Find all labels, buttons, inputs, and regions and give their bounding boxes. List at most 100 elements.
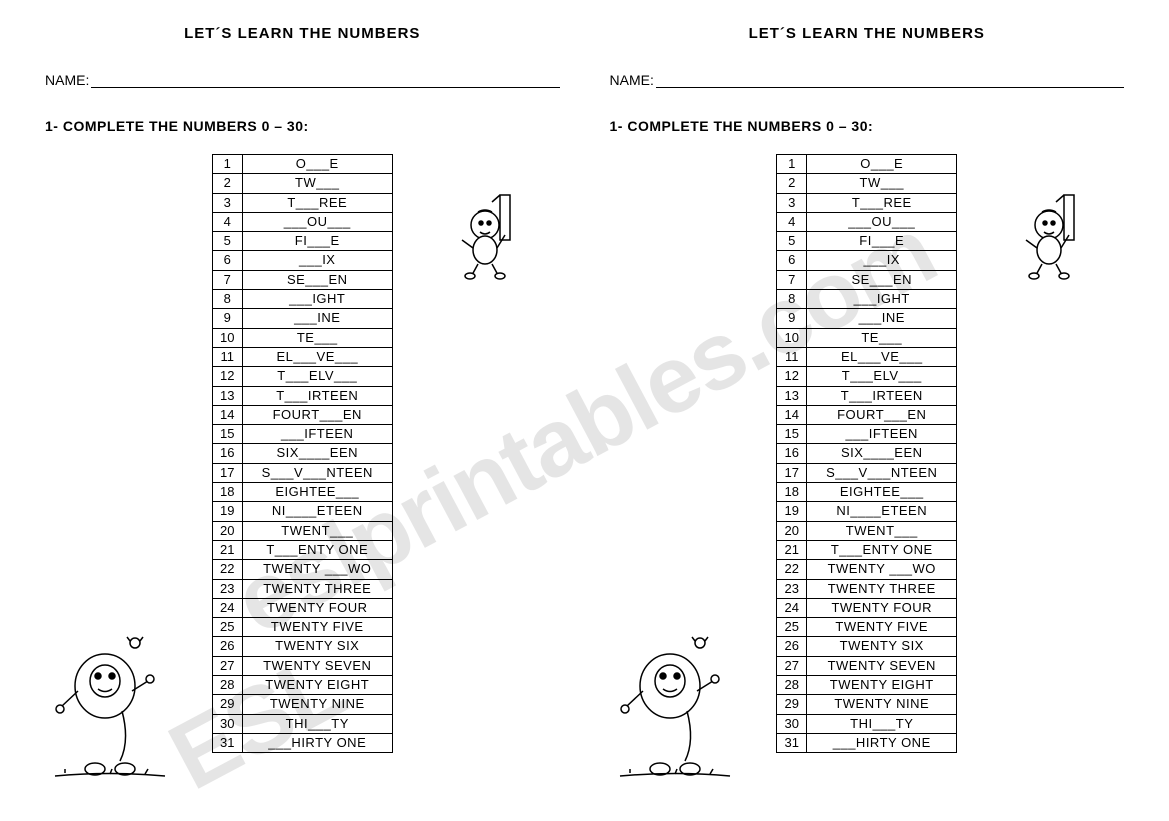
table-row: 3T___REE (212, 193, 392, 212)
row-word[interactable]: TWENTY THREE (242, 579, 392, 598)
row-word[interactable]: FI___E (242, 232, 392, 251)
row-word[interactable]: ___OU___ (242, 212, 392, 231)
row-word[interactable]: TWENTY SIX (242, 637, 392, 656)
row-number: 28 (777, 676, 807, 695)
row-word[interactable]: ___IFTEEN (242, 425, 392, 444)
row-number: 24 (212, 598, 242, 617)
cartoon-nine-icon (50, 631, 170, 781)
row-word[interactable]: T___IRTEEN (242, 386, 392, 405)
row-word[interactable]: TWENTY FOUR (242, 598, 392, 617)
table-row: 29TWENTY NINE (212, 695, 392, 714)
row-word[interactable]: FI___E (807, 232, 957, 251)
row-word[interactable]: SE___EN (807, 270, 957, 289)
name-label: NAME: (45, 72, 89, 88)
row-number: 11 (212, 347, 242, 366)
row-word[interactable]: S___V___NTEEN (807, 463, 957, 482)
row-number: 29 (212, 695, 242, 714)
row-word[interactable]: THI___TY (242, 714, 392, 733)
worksheet-left: LET´S LEARN THE NUMBERS NAME: 1- COMPLET… (20, 25, 585, 796)
worksheet-title: LET´S LEARN THE NUMBERS (45, 25, 560, 42)
row-word[interactable]: TWENTY ___WO (242, 560, 392, 579)
name-underline[interactable] (91, 74, 559, 88)
instruction-text: 1- COMPLETE THE NUMBERS 0 – 30: (45, 118, 560, 134)
cartoon-nine-icon (615, 631, 735, 781)
worksheet-title: LET´S LEARN THE NUMBERS (610, 25, 1125, 42)
row-number: 9 (212, 309, 242, 328)
row-number: 12 (212, 367, 242, 386)
row-word[interactable]: SIX____EEN (242, 444, 392, 463)
row-number: 10 (777, 328, 807, 347)
row-word[interactable]: TWENTY EIGHT (242, 676, 392, 695)
table-row: 2TW___ (777, 174, 957, 193)
row-word[interactable]: TWENTY SIX (807, 637, 957, 656)
row-word[interactable]: ___OU___ (807, 212, 957, 231)
row-word[interactable]: TWENTY FIVE (807, 618, 957, 637)
table-row: 20TWENT___ (212, 521, 392, 540)
row-word[interactable]: FOURT___EN (242, 405, 392, 424)
row-word[interactable]: TWENTY FOUR (807, 598, 957, 617)
row-word[interactable]: TWENTY EIGHT (807, 676, 957, 695)
row-word[interactable]: TWENTY NINE (242, 695, 392, 714)
row-word[interactable]: O___E (242, 155, 392, 174)
row-word[interactable]: TWENTY NINE (807, 695, 957, 714)
row-word[interactable]: T___ENTY ONE (242, 540, 392, 559)
row-number: 29 (777, 695, 807, 714)
row-word[interactable]: T___ELV___ (242, 367, 392, 386)
table-row: 30THI___TY (212, 714, 392, 733)
row-word[interactable]: TWENTY SEVEN (242, 656, 392, 675)
table-row: 28TWENTY EIGHT (777, 676, 957, 695)
row-word[interactable]: ___INE (242, 309, 392, 328)
table-row: 15___IFTEEN (777, 425, 957, 444)
table-row: 1O___E (212, 155, 392, 174)
row-word[interactable]: ___HIRTY ONE (807, 733, 957, 752)
row-word[interactable]: ___INE (807, 309, 957, 328)
row-word[interactable]: NI____ETEEN (807, 502, 957, 521)
row-word[interactable]: ___IFTEEN (807, 425, 957, 444)
row-word[interactable]: TWENTY FIVE (242, 618, 392, 637)
table-row: 4___OU___ (777, 212, 957, 231)
row-word[interactable]: ___IGHT (807, 290, 957, 309)
row-word[interactable]: ___HIRTY ONE (242, 733, 392, 752)
row-word[interactable]: TWENT___ (807, 521, 957, 540)
name-field-row: NAME: (45, 72, 560, 88)
table-row: 28TWENTY EIGHT (212, 676, 392, 695)
table-row: 19NI____ETEEN (212, 502, 392, 521)
row-word[interactable]: ___IX (242, 251, 392, 270)
worksheet-right: LET´S LEARN THE NUMBERS NAME: 1- COMPLET… (585, 25, 1150, 796)
table-row: 23TWENTY THREE (777, 579, 957, 598)
table-row: 9___INE (212, 309, 392, 328)
row-word[interactable]: O___E (807, 155, 957, 174)
row-word[interactable]: NI____ETEEN (242, 502, 392, 521)
row-word[interactable]: T___REE (807, 193, 957, 212)
row-word[interactable]: TW___ (242, 174, 392, 193)
row-word[interactable]: TW___ (807, 174, 957, 193)
row-word[interactable]: EL___VE___ (807, 347, 957, 366)
row-word[interactable]: TWENTY ___WO (807, 560, 957, 579)
table-row: 10TE___ (212, 328, 392, 347)
table-row: 29TWENTY NINE (777, 695, 957, 714)
row-word[interactable]: T___IRTEEN (807, 386, 957, 405)
row-word[interactable]: S___V___NTEEN (242, 463, 392, 482)
row-word[interactable]: T___REE (242, 193, 392, 212)
row-word[interactable]: THI___TY (807, 714, 957, 733)
table-row: 20TWENT___ (777, 521, 957, 540)
row-word[interactable]: T___ENTY ONE (807, 540, 957, 559)
row-word[interactable]: T___ELV___ (807, 367, 957, 386)
row-word[interactable]: EIGHTEE___ (807, 483, 957, 502)
row-word[interactable]: TE___ (807, 328, 957, 347)
table-row: 14FOURT___EN (212, 405, 392, 424)
row-word[interactable]: ___IGHT (242, 290, 392, 309)
row-word[interactable]: TWENTY THREE (807, 579, 957, 598)
instruction-text: 1- COMPLETE THE NUMBERS 0 – 30: (610, 118, 1125, 134)
row-word[interactable]: TWENTY SEVEN (807, 656, 957, 675)
row-number: 26 (212, 637, 242, 656)
name-underline[interactable] (656, 74, 1124, 88)
row-word[interactable]: TWENT___ (242, 521, 392, 540)
row-word[interactable]: SE___EN (242, 270, 392, 289)
row-word[interactable]: EL___VE___ (242, 347, 392, 366)
row-word[interactable]: TE___ (242, 328, 392, 347)
row-word[interactable]: SIX____EEN (807, 444, 957, 463)
row-word[interactable]: EIGHTEE___ (242, 483, 392, 502)
row-word[interactable]: ___IX (807, 251, 957, 270)
row-word[interactable]: FOURT___EN (807, 405, 957, 424)
